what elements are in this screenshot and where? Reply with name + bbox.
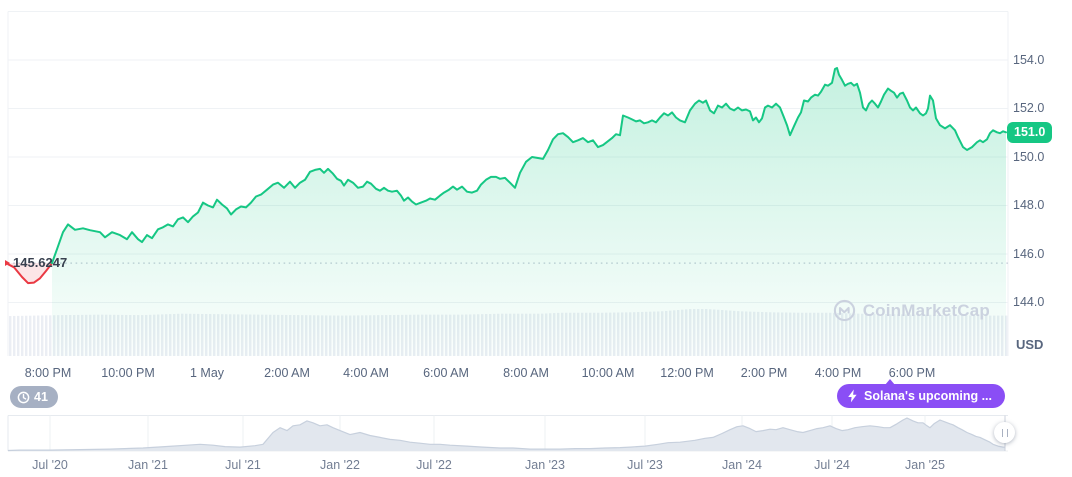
coinmarketcap-watermark: CoinMarketCap	[833, 299, 990, 322]
current-price-badge: 151.0	[1007, 122, 1053, 144]
y-axis-label: 150.0	[1013, 149, 1045, 164]
y-axis-label: 146.0	[1013, 246, 1045, 261]
y-axis-label: 154.0	[1013, 52, 1045, 67]
coinmarketcap-logo-icon	[833, 299, 855, 322]
x-axis-label: 2:00 AM	[264, 366, 310, 380]
x-axis-label: 6:00 PM	[888, 366, 936, 380]
currency-label: USD	[1016, 337, 1044, 352]
watermark-text: CoinMarketCap	[862, 300, 990, 320]
navigator-handle[interactable]	[994, 422, 1015, 443]
watchers-count: 41	[34, 390, 48, 404]
navigator-axis-label: Jan '25	[905, 458, 945, 472]
grip-icon	[1001, 428, 1008, 437]
x-axis-label: 8:00 PM	[24, 366, 72, 380]
clock-icon	[17, 391, 30, 403]
navigator-axis-label: Jul '21	[225, 458, 261, 472]
x-axis-label: 10:00 AM	[581, 366, 635, 380]
y-axis-label: 152.0	[1013, 101, 1045, 115]
open-price-marker-icon	[5, 259, 10, 266]
navigator-axis-label: Jul '20	[32, 458, 68, 472]
watchers-badge[interactable]: 41	[10, 386, 58, 408]
x-axis-label: 6:00 AM	[423, 366, 469, 380]
navigator-axis-label: Jul '23	[627, 458, 663, 472]
x-axis-label: 1 May	[189, 366, 225, 380]
x-axis-label: 12:00 PM	[660, 366, 714, 380]
open-price-label: 145.6247	[13, 255, 68, 271]
x-axis-label: 10:00 PM	[101, 366, 155, 380]
navigator-axis-label: Jan '21	[128, 458, 168, 472]
lightning-icon	[848, 389, 857, 403]
news-badge-pointer	[885, 379, 895, 385]
news-badge-text: Solana's upcoming ...	[864, 389, 992, 403]
navigator-axis-label: Jan '23	[525, 458, 565, 472]
x-axis-label: 2:00 PM	[740, 366, 788, 380]
x-axis-label: 4:00 PM	[814, 366, 862, 380]
y-axis-label: 144.0	[1013, 295, 1045, 309]
navigator-axis-label: Jan '22	[320, 458, 360, 472]
navigator-axis-label: Jan '24	[722, 458, 762, 472]
x-axis-label: 4:00 AM	[343, 366, 389, 380]
y-axis-label: 148.0	[1013, 198, 1045, 212]
news-badge[interactable]: Solana's upcoming ...	[837, 379, 1005, 408]
navigator-axis-label: Jul '24	[814, 458, 850, 472]
x-axis-label: 8:00 AM	[503, 366, 549, 380]
navigator-axis-label: Jul '22	[416, 458, 452, 472]
